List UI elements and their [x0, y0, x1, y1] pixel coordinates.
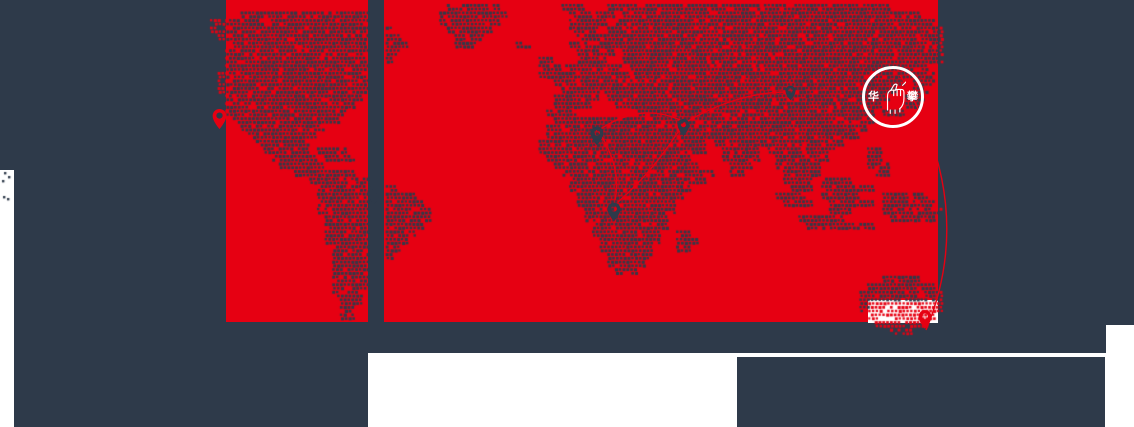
brand-emblem: 华 攀	[862, 66, 924, 128]
fist-icon	[886, 81, 906, 115]
emblem-right-char: 攀	[907, 90, 918, 103]
emblem-left-char: 华	[868, 90, 879, 103]
